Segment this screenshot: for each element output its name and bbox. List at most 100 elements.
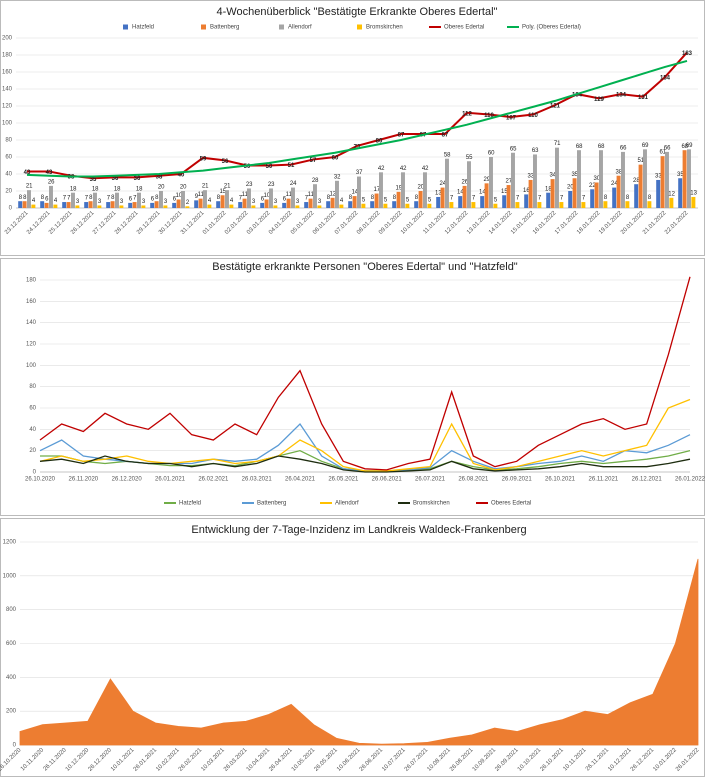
y-tick-label: 180	[26, 278, 37, 284]
data-label: 12	[329, 191, 336, 197]
bar	[414, 201, 419, 208]
y-tick-label: 1200	[3, 540, 17, 546]
bar	[176, 199, 181, 208]
data-label: 110	[528, 113, 538, 119]
bar	[27, 190, 31, 208]
data-label: 38	[156, 174, 163, 180]
data-label: 68	[681, 144, 688, 150]
bar	[348, 201, 353, 208]
line	[26, 59, 688, 178]
line	[39, 455, 691, 473]
legend-swatch	[279, 24, 284, 30]
data-label: 13	[435, 191, 442, 197]
bar	[313, 184, 317, 208]
bar	[682, 150, 687, 208]
bar	[634, 184, 639, 208]
data-label: 3	[274, 199, 278, 205]
y-tick-label: 100	[2, 121, 13, 127]
bar	[559, 202, 564, 208]
bar	[678, 178, 683, 208]
data-label: 33	[527, 174, 534, 180]
data-label: 60	[332, 156, 339, 162]
data-label: 3	[142, 199, 146, 205]
bar	[555, 147, 559, 208]
y-tick-label: 800	[6, 607, 17, 613]
data-label: 16	[523, 188, 530, 194]
y-tick-label: 40	[5, 172, 12, 178]
data-label: 8	[41, 195, 45, 201]
bar	[330, 197, 335, 208]
bar	[370, 201, 375, 208]
y-tick-label: 140	[2, 87, 13, 93]
data-label: 4	[208, 198, 212, 204]
data-label: 61	[659, 150, 666, 156]
data-label: 30	[593, 176, 600, 182]
y-tick-label: 20	[29, 448, 36, 454]
legend-label: Battenberg	[210, 25, 239, 31]
bar	[502, 195, 507, 208]
bar	[154, 201, 159, 208]
data-label: 18	[114, 186, 121, 192]
data-label: 33	[655, 174, 662, 180]
bar	[638, 164, 643, 208]
bar	[436, 196, 441, 208]
bar	[106, 202, 111, 208]
legend-label: Oberes Edertal	[444, 25, 484, 31]
data-label: 7	[538, 196, 542, 202]
data-label: 4	[340, 198, 344, 204]
bar	[110, 201, 115, 208]
bar	[660, 156, 665, 208]
data-label: 112	[462, 111, 472, 117]
bar	[251, 205, 256, 208]
data-label: 50	[266, 164, 273, 170]
data-label: 18	[92, 186, 99, 192]
bar	[198, 198, 203, 208]
data-label: 3	[296, 199, 300, 205]
data-label: 8	[327, 195, 331, 201]
bar	[49, 185, 53, 208]
data-label: 38	[615, 169, 622, 175]
bar	[594, 182, 599, 208]
data-label: 66	[664, 145, 671, 151]
bar	[53, 204, 58, 208]
y-tick-label: 160	[26, 299, 37, 305]
data-label: 68	[576, 144, 583, 150]
legend-label: Allendorf	[288, 25, 312, 31]
data-label: 22	[589, 183, 596, 189]
data-label: 20	[158, 185, 165, 191]
data-label: 29	[483, 177, 490, 183]
bar	[137, 192, 141, 208]
x-tick-label: 26.07.2021	[415, 477, 446, 483]
data-label: 7	[450, 196, 454, 202]
bar	[31, 204, 36, 208]
data-label: 60	[488, 151, 495, 157]
bar	[273, 205, 278, 208]
data-label: 8	[393, 195, 397, 201]
bar	[392, 201, 397, 208]
data-label: 10	[263, 193, 270, 199]
data-label: 8	[217, 195, 221, 201]
bar	[528, 179, 533, 208]
bar	[577, 150, 581, 208]
data-label: 3	[120, 199, 124, 205]
data-label: 8	[415, 195, 419, 201]
data-label: 43	[46, 170, 53, 176]
data-label: 24	[611, 181, 618, 187]
bar	[163, 205, 168, 208]
data-label: 50	[244, 164, 251, 170]
data-label: 3	[76, 199, 80, 205]
bar	[511, 152, 515, 208]
bar	[493, 203, 498, 208]
y-tick-label: 0	[9, 206, 13, 212]
data-label: 7	[133, 196, 137, 202]
chart-title: Entwicklung der 7-Tage-Inzidenz im Landk…	[191, 524, 526, 536]
bar	[625, 201, 630, 208]
data-label: 11	[286, 192, 293, 198]
data-label: 58	[444, 152, 451, 158]
bar	[97, 205, 102, 208]
data-label: 14	[351, 190, 358, 196]
bar	[357, 176, 361, 208]
data-label: 2	[186, 200, 190, 206]
legend-label: Poly. (Oberes Edertal)	[522, 25, 581, 31]
legend-label: Bromskirchen	[413, 501, 450, 507]
